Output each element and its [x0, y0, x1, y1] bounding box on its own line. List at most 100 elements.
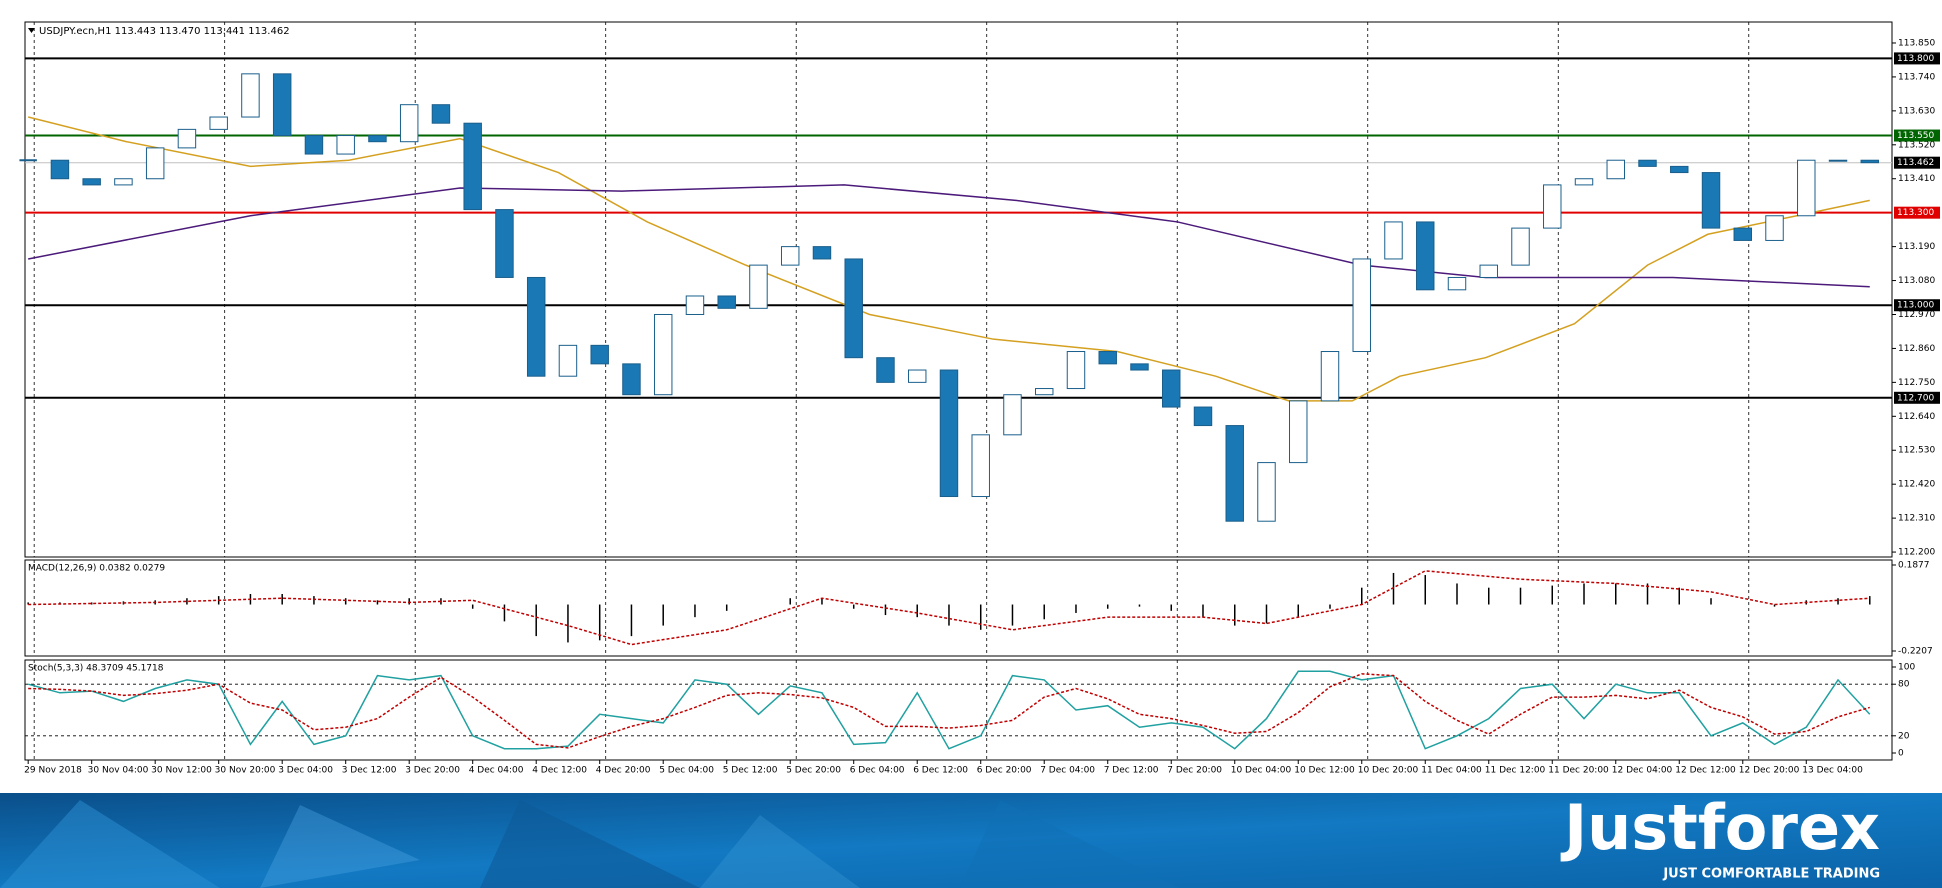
candle [685, 295, 705, 315]
y-tick-label: 113.520 [1898, 140, 1935, 150]
current-price-tag [1894, 156, 1940, 169]
candle [907, 369, 927, 383]
candle [1098, 351, 1117, 365]
indicator-title: MACD(12,26,9) 0.0382 0.0279 [28, 564, 165, 574]
level-label: 113.000 [1897, 301, 1934, 311]
candle [876, 357, 895, 383]
candle [1225, 425, 1244, 522]
candle [1670, 165, 1689, 174]
x-tick-label: 7 Dec 04:00 [1040, 766, 1095, 776]
candle [114, 178, 133, 186]
candle [1130, 363, 1149, 371]
candle [1797, 159, 1816, 217]
panel-frame [24, 559, 1893, 657]
candle [1352, 258, 1371, 353]
x-tick-label: 11 Dec 04:00 [1421, 766, 1482, 776]
candle [50, 159, 70, 180]
candle [336, 135, 355, 155]
y-tick-label: 112.200 [1898, 548, 1935, 558]
x-tick-label: 6 Dec 20:00 [977, 766, 1032, 776]
candle [399, 104, 419, 143]
x-tick-label: 13 Dec 04:00 [1802, 766, 1863, 776]
y-tick-label: -0.2207 [1898, 647, 1933, 657]
x-tick-label: 5 Dec 20:00 [786, 766, 841, 776]
candle [590, 344, 609, 365]
x-tick-label: 3 Dec 04:00 [278, 766, 333, 776]
tagline: JUST COMFORTABLE TRADING [1662, 867, 1880, 882]
stoch-main [27, 670, 1871, 750]
y-tick-label: 113.850 [1898, 38, 1935, 48]
candle [1003, 394, 1022, 436]
x-tick-label: 10 Dec 20:00 [1358, 766, 1419, 776]
candle [431, 104, 451, 124]
x-tick-label: 5 Dec 04:00 [659, 766, 714, 776]
x-tick-label: 30 Nov 12:00 [151, 766, 212, 776]
candle [209, 116, 228, 130]
x-tick-label: 12 Dec 12:00 [1675, 766, 1736, 776]
level-tag [1894, 206, 1940, 219]
candle [844, 258, 863, 359]
y-tick-label: 113.630 [1898, 106, 1935, 116]
x-tick-label: 4 Dec 04:00 [469, 766, 524, 776]
candle [526, 276, 546, 377]
y-tick-label: 112.860 [1898, 344, 1935, 354]
y-tick-label: 112.640 [1898, 412, 1935, 422]
macd-signal [28, 570, 1870, 646]
candle [1193, 406, 1213, 427]
candle [1511, 227, 1530, 266]
decor [0, 800, 220, 888]
candle [812, 246, 832, 260]
candle [1638, 159, 1657, 167]
candle [1384, 221, 1403, 260]
candle [495, 209, 514, 278]
x-tick-label: 11 Dec 12:00 [1485, 766, 1546, 776]
level-label: 113.800 [1897, 54, 1934, 64]
candle [241, 73, 260, 118]
candle [1320, 351, 1340, 402]
moving-average [27, 116, 1870, 402]
level-tag [1894, 299, 1940, 312]
decor [700, 815, 860, 888]
x-tick-label: 4 Dec 20:00 [596, 766, 651, 776]
y-tick-label: 112.310 [1898, 514, 1935, 524]
title-icon [28, 28, 35, 33]
level-label: 113.300 [1897, 208, 1934, 218]
candle [1447, 276, 1467, 291]
y-tick-label: 113.080 [1898, 276, 1935, 286]
candle [1701, 172, 1721, 229]
candle [1574, 178, 1594, 186]
x-tick-label: 6 Dec 12:00 [913, 766, 968, 776]
x-tick-label: 12 Dec 20:00 [1739, 766, 1800, 776]
x-tick-label: 5 Dec 12:00 [723, 766, 778, 776]
candle [1543, 184, 1562, 229]
candle [1066, 351, 1086, 390]
y-tick-label: 100 [1898, 663, 1915, 673]
candle [971, 434, 990, 498]
candle [1828, 159, 1848, 162]
x-tick-label: 3 Dec 12:00 [342, 766, 397, 776]
level-tag [1894, 391, 1940, 404]
candle [1733, 227, 1752, 241]
chart-area: 29 Nov 2018 30 Nov 04:00 30 Nov 12:00 30 No… [19, 21, 1940, 776]
y-tick-label: 0.1877 [1898, 561, 1930, 571]
banner: Justforex JUST COMFORTABLE TRADING [0, 791, 1942, 888]
moving-average [28, 184, 1870, 288]
level-tag [1894, 129, 1940, 142]
x-tick-label: 10 Dec 12:00 [1294, 766, 1355, 776]
y-tick-label: 112.970 [1898, 310, 1935, 320]
y-tick-label: 112.750 [1898, 378, 1935, 388]
candle [717, 295, 736, 309]
candle [1257, 462, 1276, 522]
candle [558, 344, 578, 377]
candle [177, 128, 197, 149]
x-tick-label: 30 Nov 20:00 [215, 766, 276, 776]
chart-title: USDJPY.ecn,H1 113.443 113.470 113.441 11… [39, 26, 290, 37]
y-tick-label: 112.530 [1898, 446, 1935, 456]
candle [1479, 264, 1498, 278]
candle [1416, 221, 1435, 291]
panel-frame [24, 659, 1893, 761]
y-tick-label: 0 [1898, 749, 1904, 759]
panel-frame [24, 21, 1893, 558]
